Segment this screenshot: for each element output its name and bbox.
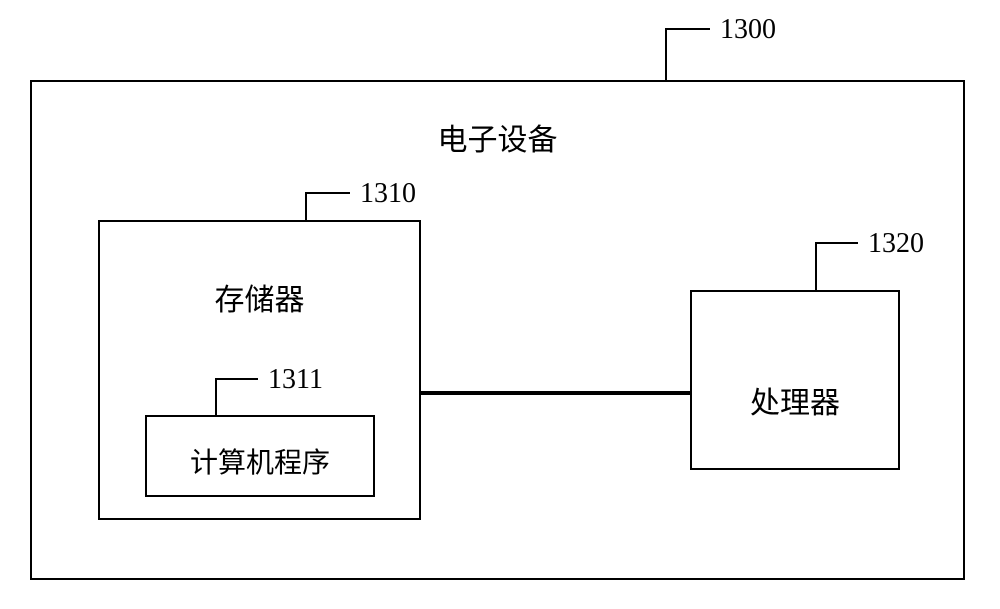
connector-memory-processor: [421, 391, 690, 395]
leader-line-1311-v: [215, 378, 217, 415]
leader-line-1320-h: [815, 242, 858, 244]
ref-label-1320: 1320: [868, 228, 924, 260]
diagram-canvas: 电子设备 1300 存储器 1310 计算机程序 1311 处理器 1320: [0, 0, 1000, 609]
ref-label-1300: 1300: [720, 14, 776, 46]
processor-box-title: 处理器: [690, 378, 900, 422]
leader-line-1310-v: [305, 192, 307, 220]
ref-label-1310: 1310: [360, 178, 416, 210]
leader-line-1300-v: [665, 28, 667, 80]
leader-line-1311-h: [215, 378, 258, 380]
leader-line-1300-h: [665, 28, 710, 30]
program-box-title: 计算机程序: [145, 441, 375, 481]
memory-box-title: 存储器: [98, 275, 421, 319]
leader-line-1310-h: [305, 192, 350, 194]
leader-line-1320-v: [815, 242, 817, 290]
ref-label-1311: 1311: [268, 364, 323, 396]
outer-box-title: 电子设备: [30, 115, 965, 159]
